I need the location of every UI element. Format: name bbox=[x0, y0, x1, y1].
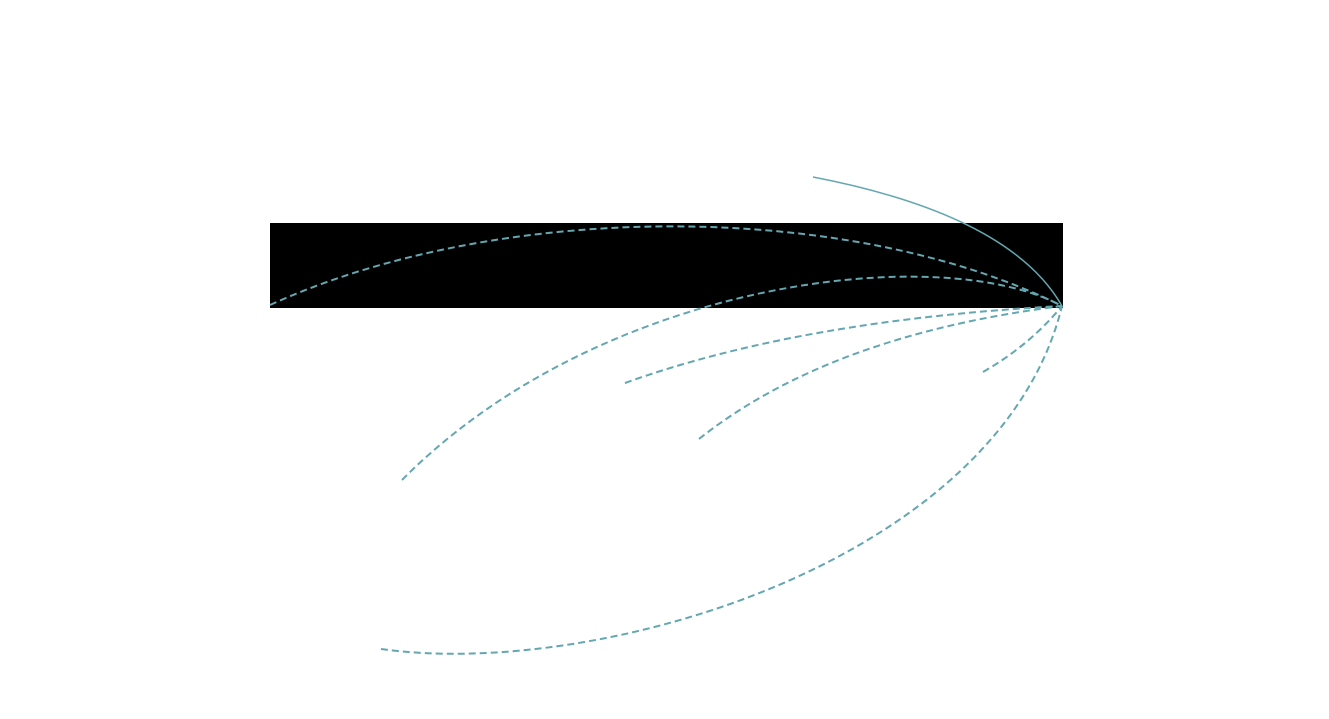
arc-across-bar bbox=[269, 225, 1063, 307]
arc-from-lower-left bbox=[401, 275, 1063, 481]
arc-short-near-hub bbox=[982, 305, 1063, 373]
arc-bottom-sweep bbox=[380, 305, 1063, 655]
arc-from-mid-left bbox=[624, 305, 1063, 384]
arc-top-solid bbox=[812, 176, 1063, 307]
arc-group bbox=[269, 176, 1063, 655]
black-bar bbox=[270, 223, 1063, 308]
arc-from-mid-low bbox=[698, 305, 1063, 440]
